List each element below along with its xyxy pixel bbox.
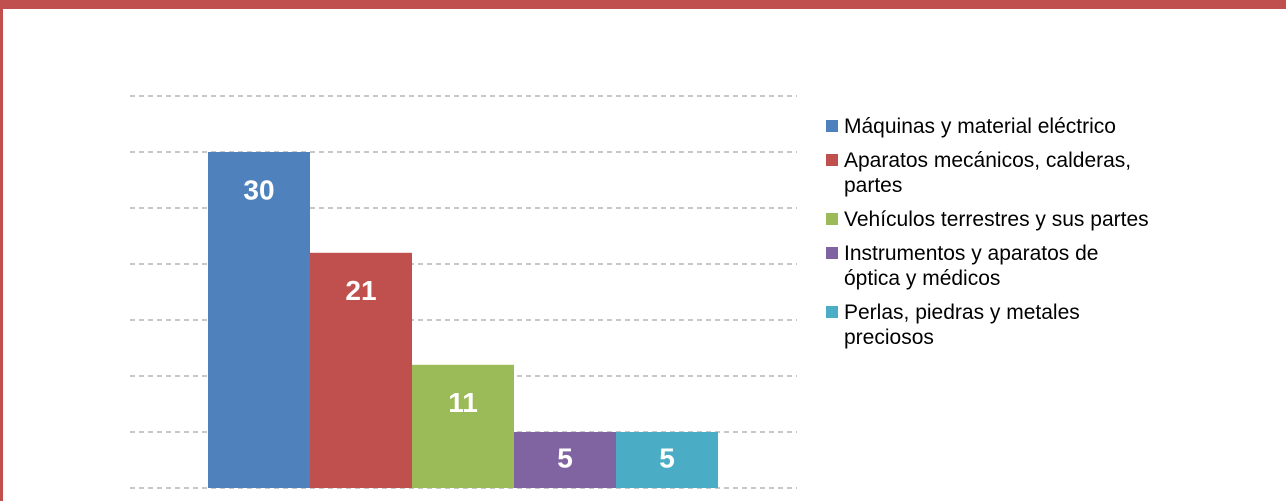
bar <box>616 432 718 488</box>
bar <box>412 364 514 488</box>
legend: Máquinas y material eléctrico Aparatos me… <box>826 114 1156 350</box>
value-label: 5 <box>659 442 675 473</box>
legend-item: Instrumentos y aparatos de óptica y médi… <box>826 241 1156 291</box>
legend-swatch <box>826 154 838 166</box>
legend-item: Vehículos terrestres y sus partes <box>826 207 1156 232</box>
value-label: 11 <box>448 387 478 418</box>
legend-label: Aparatos mecánicos, calderas, partes <box>844 149 1132 197</box>
bar <box>208 152 310 488</box>
bar <box>310 252 412 488</box>
legend-item: Máquinas y material eléctrico <box>826 114 1156 139</box>
bar <box>514 432 616 488</box>
legend-label: Instrumentos y aparatos de óptica y médi… <box>844 242 1099 290</box>
legend-swatch <box>826 247 838 259</box>
legend-swatch <box>826 306 838 318</box>
value-label: 30 <box>243 174 274 205</box>
legend-swatch <box>826 213 838 225</box>
value-label: 5 <box>557 442 573 473</box>
legend-swatch <box>826 120 838 132</box>
legend-label: Máquinas y material eléctrico <box>844 115 1116 138</box>
legend-label: Vehículos terrestres y sus partes <box>844 208 1149 231</box>
left-border <box>0 0 3 501</box>
legend-label: Perlas, piedras y metales preciosos <box>844 301 1080 349</box>
value-label: 21 <box>345 275 376 306</box>
legend-item: Aparatos mecánicos, calderas, partes <box>826 148 1156 198</box>
legend-item: Perlas, piedras y metales preciosos <box>826 300 1156 350</box>
top-border <box>0 0 1286 9</box>
